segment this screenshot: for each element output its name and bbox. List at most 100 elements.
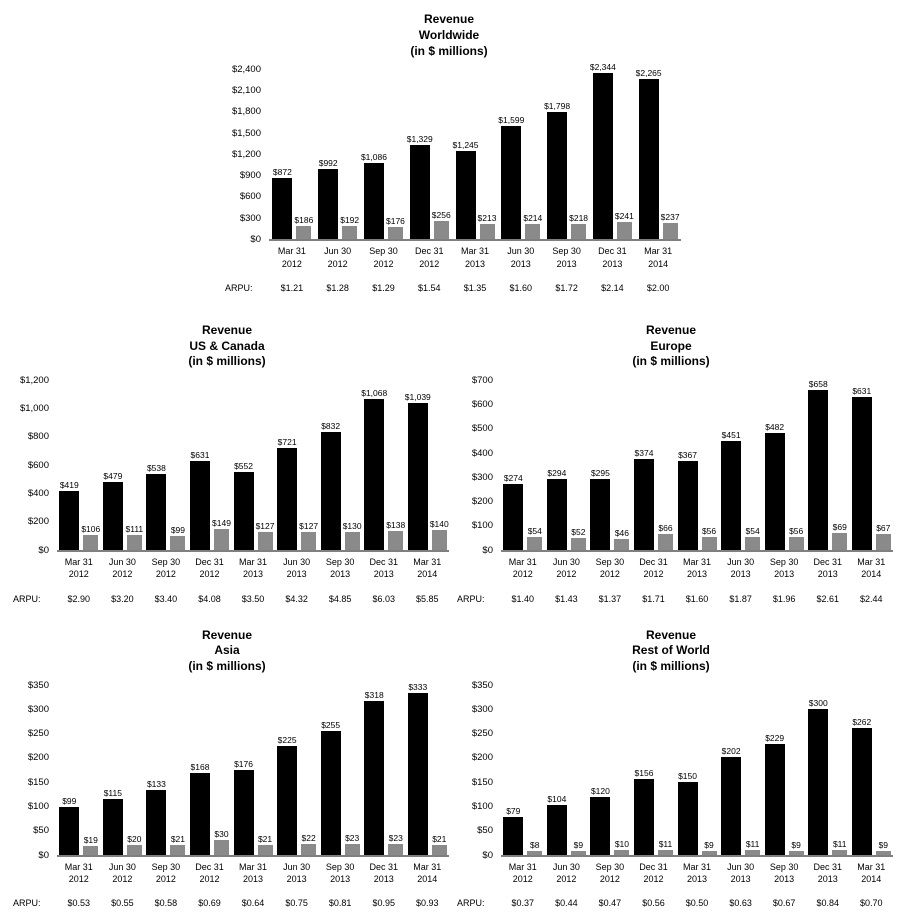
arpu-value: $6.03 — [372, 593, 395, 604]
arpu-row: ARPU: $1.21 $1.28 $1.29 $1.54 $1.35 $1.60 $1.72… — [217, 283, 681, 293]
y-tick-label: $400 — [27, 488, 49, 500]
arpu-value: $0.37 — [511, 898, 535, 909]
x-axis-label-line: Sep 30 — [595, 862, 625, 873]
x-axis-label-line: 2012 — [281, 258, 302, 269]
y-tick-label: $150 — [27, 776, 49, 788]
x-axis-label: Sep 30 2013 — [318, 556, 362, 580]
y-tick-label: $250 — [471, 728, 493, 740]
axis-spacer — [449, 556, 501, 580]
secondary-bar: $10 — [614, 839, 630, 856]
x-axis-label-line: 2013 — [330, 569, 351, 580]
x-axis-label-line: Jun 30 — [324, 246, 352, 257]
x-axis-line — [501, 550, 893, 553]
revenue-bar: $658 — [808, 379, 829, 551]
arpu-value: $0.84 — [816, 898, 839, 909]
secondary-bar: $54 — [527, 526, 543, 551]
x-axis-label-line: Mar 31 — [683, 862, 712, 873]
x-axis-label: Sep 30 2012 — [144, 556, 188, 580]
arpu-value: $1.60 — [685, 593, 709, 604]
row-worldwide: Revenue Worldwide (in $ millions) $0 $300 $60… — [0, 12, 898, 293]
y-tick-label: $0 — [482, 849, 493, 861]
x-axis-label-line: 2013 — [465, 258, 486, 269]
secondary-bar: $9 — [570, 840, 586, 856]
arpu-value: $0.69 — [198, 898, 221, 909]
x-axis-label-line: Jun 30 — [507, 246, 535, 257]
chart-title-line: Revenue — [645, 627, 697, 642]
x-axis-label-line: 2013 — [817, 874, 838, 885]
bar-value-label: $9 — [791, 839, 801, 850]
bar-value-label: $721 — [277, 437, 297, 448]
arpu-value: $1.87 — [729, 593, 752, 604]
revenue-bar: $479 — [102, 471, 123, 551]
bar-value-label: $111 — [125, 523, 144, 534]
bar-group: $115 $20 — [101, 788, 145, 856]
bar-group: $262 $9 — [850, 717, 894, 856]
chart-body: $0 $300 $600 $900 $1,200 $1,500 $1,800 $2,100 $2… — [217, 62, 681, 245]
secondary-bar: $21 — [170, 834, 186, 856]
x-axis-label-line: Dec 31 — [195, 862, 224, 873]
revenue-bar: $367 — [677, 450, 698, 551]
arpu-value: $0.58 — [154, 898, 178, 909]
bar-group: $255 $23 — [318, 720, 362, 856]
arpu-values: $0.37 $0.44 $0.47 $0.56 $0.50 $0.63 $0.67 $0.84… — [501, 898, 893, 908]
x-axis-label-line: 2012 — [373, 258, 394, 269]
secondary-bar: $149 — [212, 518, 231, 551]
x-axis-label: Mar 31 2012 — [57, 556, 101, 580]
axis-spacer — [5, 861, 57, 885]
revenue-bar: $1,086 — [361, 152, 387, 240]
y-tick-label: $150 — [471, 776, 493, 788]
y-tick-label: $300 — [27, 703, 49, 715]
y-tick-label: $600 — [27, 459, 49, 471]
bar-value-label: $992 — [318, 158, 338, 169]
bar-group: $176 $21 — [231, 759, 275, 856]
revenue-bar: $333 — [407, 682, 428, 856]
chart-title: Revenue Worldwide (in $ millions) — [217, 12, 681, 59]
bar-value-label: $21 — [170, 833, 185, 844]
revenue-bar: $1,798 — [544, 101, 570, 240]
secondary-bar: $46 — [614, 528, 630, 551]
bar-value-label: $872 — [272, 166, 292, 177]
x-axis-label: Jun 30 2012 — [101, 861, 145, 885]
revenue-bar: $294 — [546, 468, 567, 551]
plot-area: $274 $54 $294 $52 $295 $46 $374 $66 $367 $56 $451 $… — [501, 379, 893, 553]
y-tick-label: $1,500 — [231, 127, 261, 139]
x-axis-label-line: 2012 — [512, 569, 533, 580]
x-axis-label-line: 2012 — [199, 874, 220, 885]
arpu-values: $1.40 $1.43 $1.37 $1.71 $1.60 $1.87 $1.96 $2.61… — [501, 594, 893, 604]
x-axis-label-line: Jun 30 — [283, 557, 311, 568]
x-axis-label: Sep 30 2012 — [588, 861, 632, 885]
y-tick-label: $200 — [471, 496, 493, 508]
arpu-value: $1.37 — [598, 593, 622, 604]
arpu-value: $0.70 — [860, 898, 883, 909]
arpu-value: $1.21 — [280, 282, 304, 293]
arpu-value: $4.85 — [328, 593, 352, 604]
x-axis-label-line: Sep 30 — [769, 557, 799, 568]
bar-value-label: $631 — [190, 449, 210, 460]
x-axis-label: Mar 31 2013 — [675, 861, 719, 885]
bar-value-label: $120 — [590, 785, 610, 796]
x-axis-line — [57, 855, 449, 858]
x-axis-label-line: 2012 — [643, 569, 664, 580]
arpu-value: $3.20 — [111, 593, 134, 604]
x-axis-label: Sep 30 2013 — [318, 861, 362, 885]
x-axis-label-line: 2013 — [243, 874, 264, 885]
arpu-values: $0.53 $0.55 $0.58 $0.69 $0.64 $0.75 $0.81 $0.95… — [57, 898, 449, 908]
arpu-value: $1.96 — [772, 593, 796, 604]
x-axis-label-line: Mar 31 — [413, 862, 442, 873]
bar-value-label: $1,245 — [452, 140, 479, 151]
revenue-bar: $300 — [808, 698, 829, 856]
x-axis-label: Dec 31 2012 — [406, 245, 452, 269]
secondary-bar: $21 — [431, 834, 447, 856]
bar-group: $120 $10 — [588, 786, 632, 856]
bar-value-label: $482 — [765, 422, 785, 433]
bar-value-label: $127 — [255, 521, 275, 532]
bar-group: $482 $56 — [762, 422, 806, 551]
revenue-bar: $552 — [233, 461, 254, 551]
secondary-bar: $11 — [657, 839, 673, 856]
x-axis-label-line: 2012 — [512, 874, 533, 885]
arpu-value: $1.54 — [417, 282, 441, 293]
arpu-value: $0.47 — [598, 898, 622, 909]
bar-value-label: $479 — [103, 471, 123, 482]
arpu-value: $3.50 — [241, 593, 265, 604]
revenue-bar: $225 — [277, 735, 298, 856]
